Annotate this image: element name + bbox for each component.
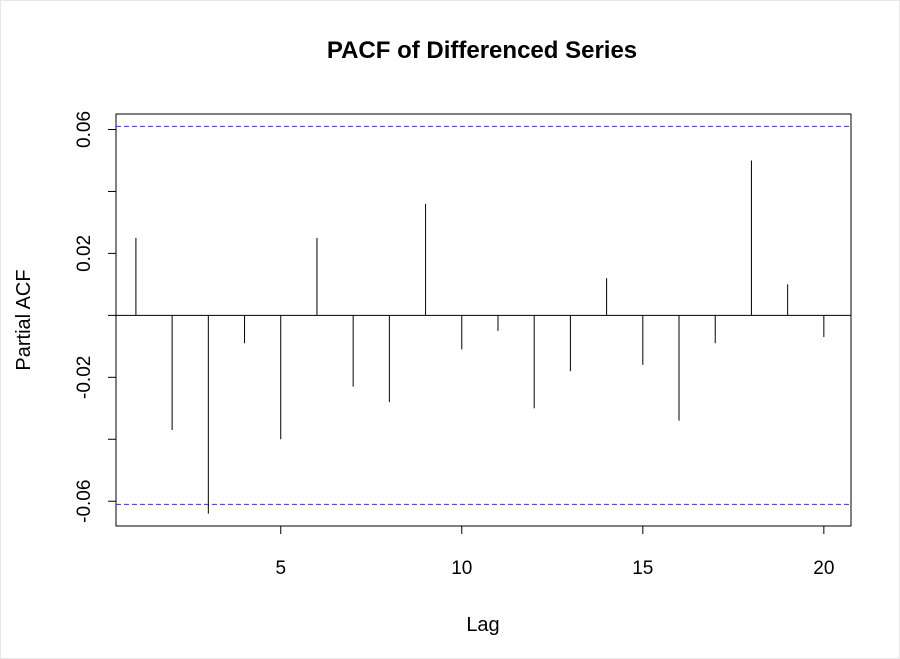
chart-title: PACF of Differenced Series: [327, 37, 637, 64]
y-axis: -0.06 -0.02 0.02 0.06: [74, 111, 117, 523]
confidence-bounds: [116, 125, 851, 505]
plot-area-border: [115, 113, 852, 527]
x-axis: 5 10 15 20: [275, 525, 834, 579]
y-tick-label-2: -0.02: [74, 356, 95, 399]
x-tick-label-5: 5: [275, 558, 286, 579]
x-tick-label-20: 20: [813, 558, 834, 579]
x-tick-label-10: 10: [451, 558, 472, 579]
x-tick-label-15: 15: [632, 558, 653, 579]
y-tick-label-0: -0.06: [74, 480, 95, 523]
y-tick-label-4: 0.02: [74, 235, 95, 272]
pacf-bars: [135, 160, 825, 514]
y-tick-label-6: 0.06: [74, 111, 95, 148]
y-axis-label: Partial ACF: [13, 269, 35, 370]
x-axis-label: Lag: [466, 614, 499, 636]
